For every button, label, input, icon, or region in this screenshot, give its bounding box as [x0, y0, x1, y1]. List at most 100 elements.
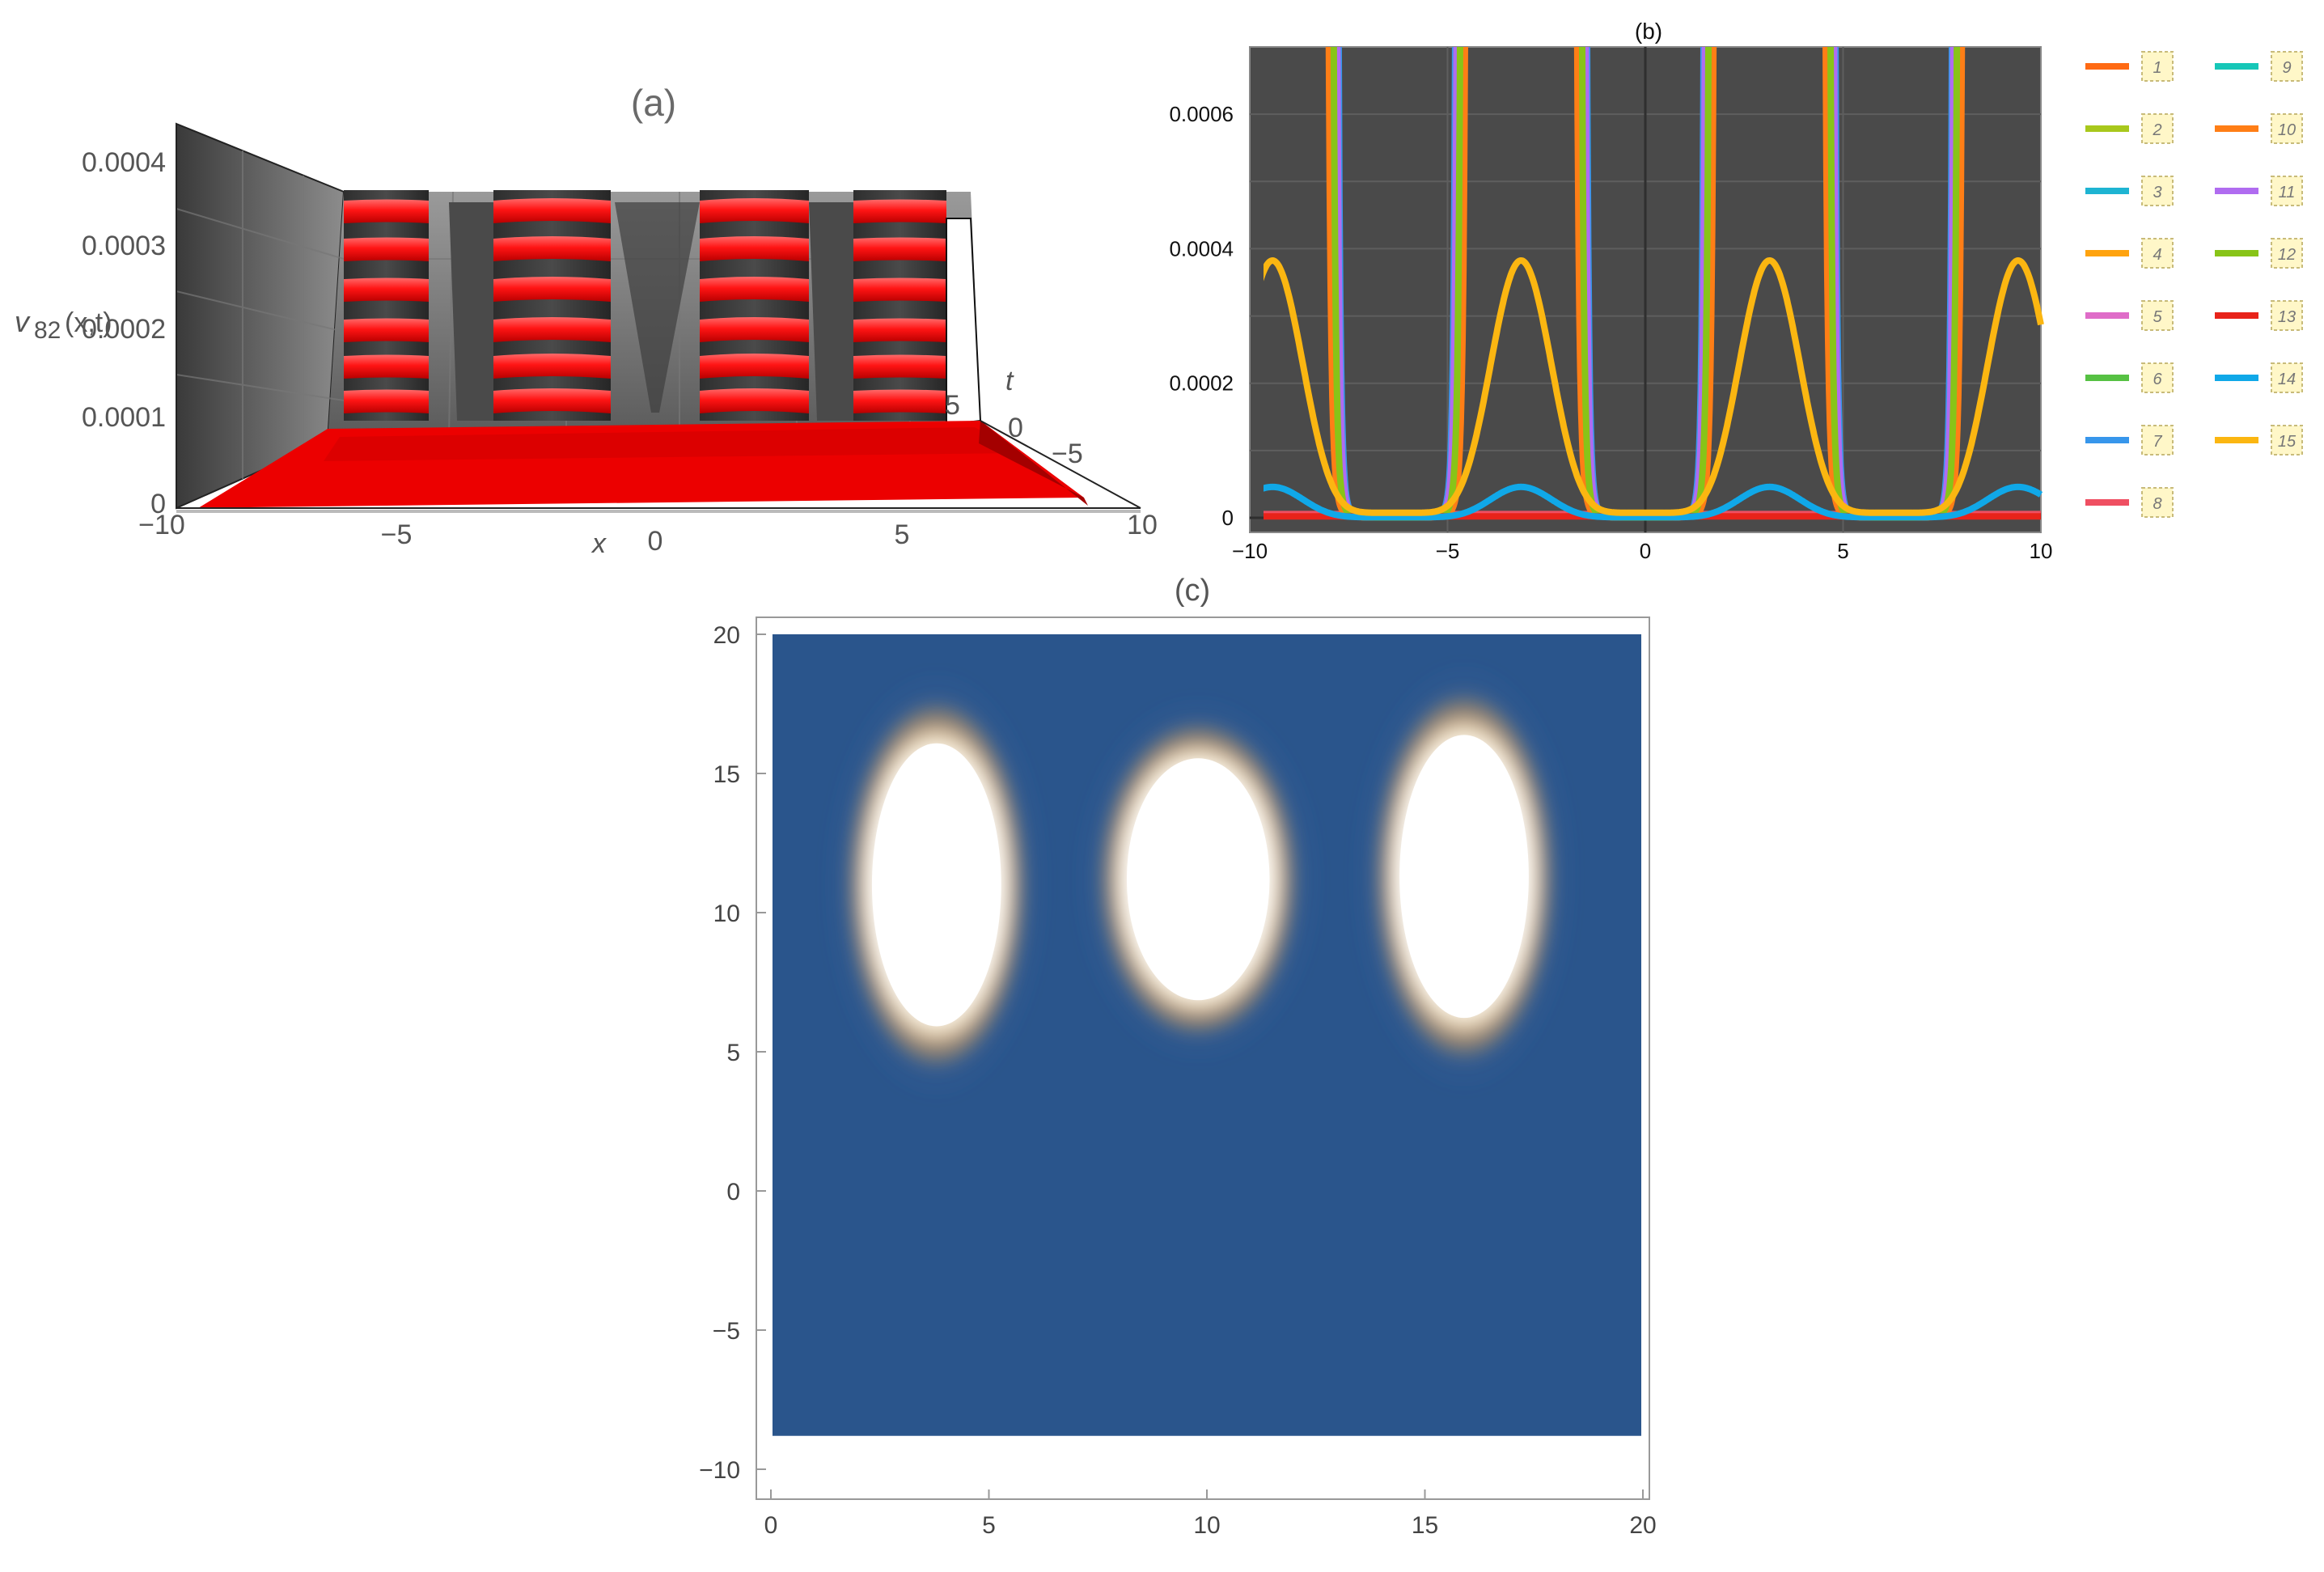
panel-b-x-tick: −10 [1232, 539, 1268, 563]
panel-b-x-tick: 10 [2030, 539, 2053, 563]
panel-a-z-tick: 0 [150, 489, 166, 519]
panel-c-blob-core [1126, 758, 1270, 1001]
panel-b-x-tick: −5 [1436, 539, 1460, 563]
panel-c-x-axis: 0 5 10 15 20 [764, 1489, 1657, 1539]
panel-c-y-tick: −5 [713, 1318, 740, 1345]
panel-a-ribbons [344, 190, 946, 421]
panel-a-ribbon [493, 198, 611, 223]
panel-a-ribbon [700, 236, 809, 261]
panel-a-ribbon [344, 199, 429, 223]
panel-c-y-tick: 5 [726, 1040, 740, 1066]
legend-label: 14 [2278, 371, 2296, 388]
panel-a-ribbon [493, 277, 611, 302]
panel-a-x-tick: 5 [895, 519, 910, 550]
panel-c-blobs [824, 660, 1577, 1101]
panel-a-ribbon [853, 237, 946, 261]
panel-a-z-label: v 82 (x,t) [15, 305, 112, 344]
panel-a-ribbon-column [700, 190, 809, 421]
legend-box [2141, 238, 2174, 269]
panel-a-z-axis: 0 0.0001 0.0002 0.0003 0.0004 [82, 147, 166, 519]
legend-label: 12 [2278, 246, 2296, 264]
panel-b-series-line-14 [1264, 483, 2043, 521]
panel-c-x-tick: 0 [764, 1512, 778, 1539]
panel-a-x-tick: −5 [381, 519, 413, 550]
panel-a-x-tick: 10 [1127, 510, 1158, 540]
legend-label: 11 [2279, 184, 2296, 201]
panel-b-x-tick: 0 [1640, 539, 1651, 563]
legend-box [2141, 425, 2174, 455]
panel-a-ribbon [493, 236, 611, 261]
panel-a-ribbon [344, 389, 429, 413]
panel-c-y-tick: 20 [713, 622, 740, 649]
panel-a-ribbon [344, 318, 429, 342]
panel-a-ribbon [853, 278, 946, 302]
panel-a-title: (a) [631, 82, 676, 124]
panel-a-z-label-main: v [15, 305, 31, 338]
legend-box [2271, 300, 2303, 331]
panel-a-ribbon-column [493, 190, 611, 421]
panel-a-ribbon-column [344, 190, 429, 421]
panel-a-x-label: x [591, 528, 607, 559]
panel-a-surface-plot: (a) [15, 82, 1158, 559]
panel-a-z-tick: 0.0003 [82, 231, 166, 261]
panel-b-x-tick: 5 [1837, 539, 1848, 563]
panel-c-density-plot: (c) −10 −5 0 5 10 15 20 0 5 10 15 20 [699, 574, 1657, 1539]
panel-a-ribbon [700, 388, 809, 413]
panel-a-ribbon-column [853, 190, 946, 421]
panel-a-ribbon [853, 389, 946, 413]
panel-b-y-axis: 0 0.0002 0.0004 0.0006 [1169, 102, 1234, 530]
panel-a-t-tick: −5 [1052, 439, 1083, 469]
legend-label: 5 [2153, 308, 2162, 326]
panel-a-t-tick: 0 [1008, 413, 1023, 443]
legend-label: 13 [2278, 308, 2296, 326]
legend-label: 4 [2153, 246, 2161, 264]
legend-label: 3 [2153, 184, 2161, 201]
panel-c-x-tick: 10 [1193, 1512, 1220, 1539]
panel-a-ribbon [493, 388, 611, 413]
legend-box [2271, 362, 2303, 393]
panel-b-title: (b) [1635, 19, 1662, 44]
panel-c-y-tick: 15 [713, 761, 740, 788]
legend-box [2271, 425, 2303, 455]
legend-box [2271, 51, 2303, 82]
panel-b-y-tick: 0.0004 [1169, 236, 1234, 261]
legend-box [2141, 51, 2174, 82]
panel-a-t-axis: t −5 0 5 [945, 366, 1083, 469]
legend-box [2271, 113, 2303, 144]
legend-box [2141, 113, 2174, 144]
panel-a-z-tick: 0.0004 [82, 147, 166, 178]
panel-a-ribbon [344, 354, 429, 379]
panel-a-ribbon [853, 354, 946, 379]
panel-b-y-tick: 0 [1222, 506, 1234, 530]
panel-a-ribbon [700, 198, 809, 223]
panel-c-title: (c) [1175, 574, 1210, 608]
legend-label: 2 [2152, 121, 2161, 139]
legend-box [2271, 238, 2303, 269]
panel-c-x-tick: 20 [1629, 1512, 1656, 1539]
panel-b-y-tick: 0.0006 [1169, 102, 1234, 126]
legend-label: 6 [2153, 371, 2162, 388]
legend-label: 8 [2153, 495, 2161, 513]
legend-label: 1 [2153, 59, 2161, 77]
panel-a-ribbon [700, 354, 809, 379]
panel-b-y-tick: 0.0002 [1169, 371, 1234, 396]
panel-c-y-tick: 0 [726, 1179, 740, 1205]
panel-a-gaps [449, 202, 853, 421]
panel-a-ribbon [853, 199, 946, 223]
panel-c-x-tick: 15 [1412, 1512, 1438, 1539]
panel-a-x-tick: −10 [138, 510, 185, 540]
legend-label: 7 [2153, 433, 2162, 451]
panel-c-y-axis: −10 −5 0 5 10 15 20 [699, 622, 766, 1484]
panel-a-t-label: t [1005, 366, 1014, 396]
panel-a-ribbon [853, 318, 946, 342]
legend-box [2141, 362, 2174, 393]
panel-a-t-tick: 5 [945, 390, 960, 421]
panel-a-x-tick: 0 [648, 526, 663, 557]
panel-a-ribbon [493, 317, 611, 342]
panel-c-blob-core [871, 743, 1001, 1027]
panel-b-series [1264, 47, 2044, 521]
legend-box [2271, 176, 2303, 206]
panel-a-ribbon [700, 277, 809, 302]
